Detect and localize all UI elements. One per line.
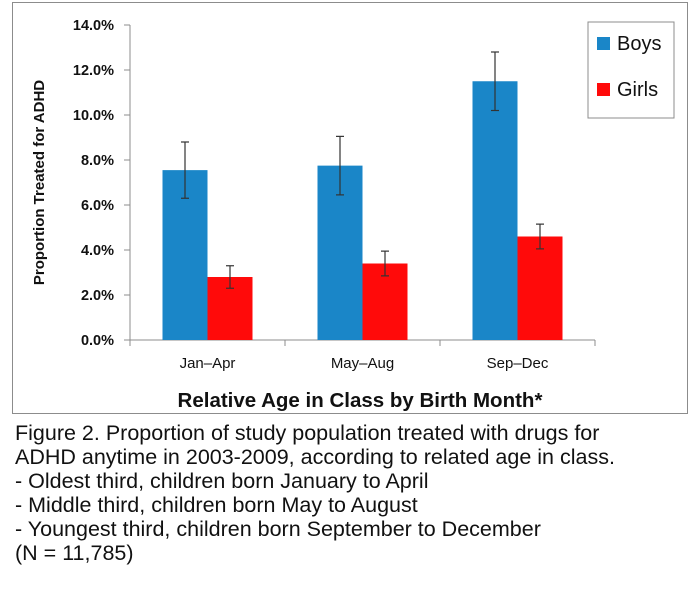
x-tick-label: Sep–Dec (487, 355, 549, 372)
x-tick-label: May–Aug (331, 355, 394, 372)
caption-line: (N = 11,785) (15, 541, 134, 565)
y-tick-label: 6.0% (81, 198, 114, 214)
legend-swatch-boys (597, 37, 610, 50)
x-axis-title: Relative Age in Class by Birth Month* (178, 389, 543, 412)
caption-line: - Youngest third, children born Septembe… (15, 517, 541, 541)
y-tick-label: 8.0% (81, 153, 114, 169)
y-axis-title: Proportion Treated for ADHD (31, 80, 48, 285)
y-tick-label: 2.0% (81, 288, 114, 304)
y-tick-label: 4.0% (81, 243, 114, 259)
legend-label-boys: Boys (617, 33, 661, 55)
caption-line: Figure 2. Proportion of study population… (15, 421, 600, 445)
caption-line: - Middle third, children born May to Aug… (15, 493, 418, 517)
y-tick-label: 10.0% (73, 108, 114, 124)
bar-boys (472, 81, 518, 340)
bar-girls (517, 236, 563, 340)
legend-swatch-girls (597, 83, 610, 96)
y-tick-label: 12.0% (73, 63, 114, 79)
bar-chart: 0.0% 2.0% 4.0% 6.0% 8.0% 10.0% 12.0% 14.0% Jan–A… (31, 18, 675, 412)
x-tick-label: Jan–Apr (180, 355, 236, 372)
y-tick-label: 0.0% (81, 333, 114, 349)
y-tick-label: 14.0% (73, 18, 114, 34)
legend-label-girls: Girls (617, 79, 658, 101)
caption-line: - Oldest third, children born January to… (15, 469, 429, 493)
figure-caption: Figure 2. Proportion of study population… (15, 421, 695, 565)
caption-line: ADHD anytime in 2003-2009, according to … (15, 445, 615, 469)
